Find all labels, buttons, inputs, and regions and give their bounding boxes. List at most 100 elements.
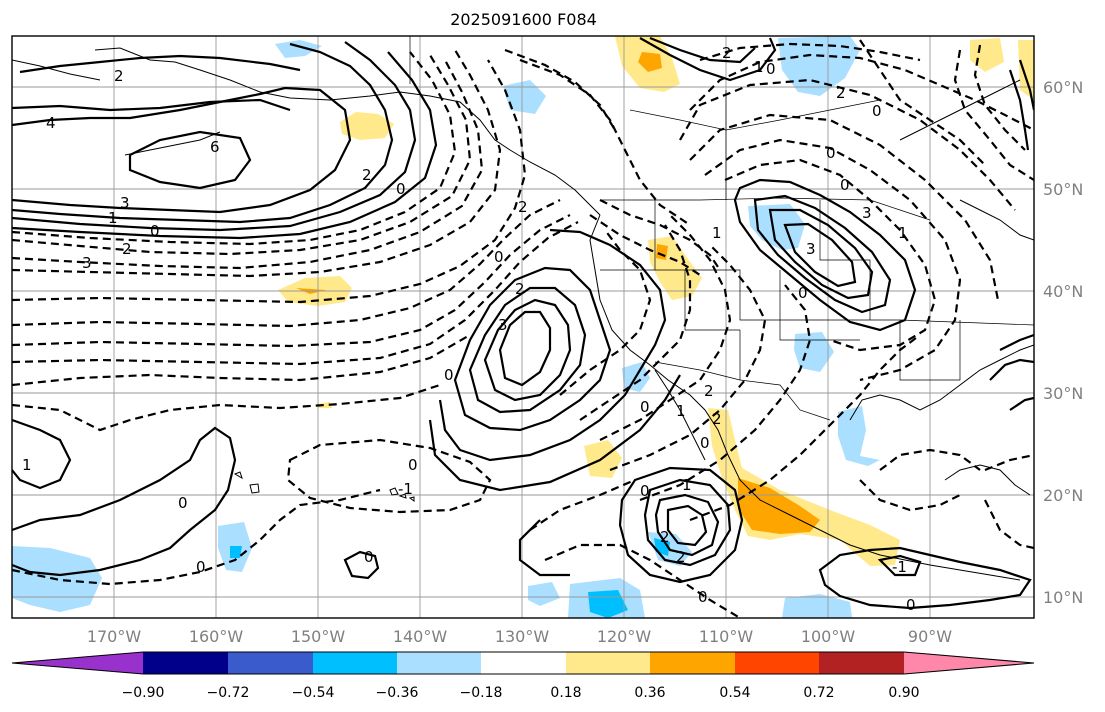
- colorbar: [11, 651, 1035, 675]
- contour-label: 1: [676, 402, 686, 420]
- map-area: [12, 36, 1034, 618]
- shade-blue-3: [503, 80, 546, 114]
- colorbar-tick-label: 0.72: [803, 685, 834, 701]
- contour-label: 0: [640, 398, 650, 416]
- contour-label: 2: [722, 44, 732, 62]
- lon-label: 160°W: [189, 627, 244, 646]
- contour-label: 2: [515, 280, 525, 298]
- colorbar-tick-label: 0.18: [550, 685, 581, 701]
- plot-title: 2025091600 F084: [450, 10, 597, 29]
- contour-label: 0: [872, 102, 882, 120]
- colorbar-tick-label: 0.54: [719, 685, 750, 701]
- lon-label: 170°W: [87, 627, 142, 646]
- contour-label: 3: [806, 240, 816, 258]
- colorbar-tick-label: −0.36: [376, 685, 419, 701]
- contour-label: 2: [676, 548, 686, 566]
- shade-blue-2: [778, 36, 860, 96]
- colorbar-segment: [650, 652, 735, 674]
- shade-orange-1: [638, 52, 662, 72]
- contour-label: -1: [892, 558, 907, 576]
- contour-label: 3: [120, 194, 130, 212]
- contour-label: 1: [898, 224, 908, 242]
- colorbar-tick-label: −0.72: [207, 685, 250, 701]
- contour-label: 2: [114, 67, 124, 85]
- contour-label: 0: [396, 180, 406, 198]
- lat-label: 10°N: [1043, 588, 1083, 607]
- shade-yellow-2: [970, 38, 1004, 72]
- contour-label: 0: [840, 176, 850, 194]
- contour-label: 6: [210, 138, 220, 156]
- contour-label: 4: [46, 114, 56, 132]
- contour-label: 0: [178, 494, 188, 512]
- shade-orange-2: [656, 244, 668, 260]
- colorbar-segment: [143, 652, 228, 674]
- contour-label: 1: [682, 476, 692, 494]
- colorbar-tick-label: −0.18: [460, 685, 503, 701]
- contour-label: -1: [398, 480, 413, 498]
- contour-label: 3: [862, 204, 872, 222]
- contour-labels: 2 4 6 2 0 3 1 0 2 3 2 0 2 3 0 2 1 0 2 0 …: [22, 44, 916, 614]
- contour-label: 1: [712, 224, 722, 242]
- colorbar-segment: [481, 652, 566, 674]
- colorbar-ticks: −0.90 −0.72 −0.54 −0.36 −0.18 0.18 0.36 …: [122, 685, 920, 701]
- longitude-labels: 170°W 160°W 150°W 140°W 130°W 120°W 110°…: [87, 627, 952, 646]
- lat-label: 60°N: [1043, 78, 1083, 97]
- lon-label: 110°W: [699, 627, 754, 646]
- colorbar-segment: [397, 652, 481, 674]
- contour-label: 2: [712, 410, 722, 428]
- contour-label: 0: [906, 596, 916, 614]
- map-layers: 2 4 6 2 0 3 1 0 2 3 2 0 2 3 0 2 1 0 2 0 …: [12, 36, 1034, 618]
- colorbar-segment: [313, 652, 397, 674]
- contour-label: 3: [82, 254, 92, 272]
- colorbar-segment: [735, 652, 819, 674]
- lat-label: 20°N: [1043, 486, 1083, 505]
- contour-label: 0: [364, 548, 374, 566]
- colorbar-segment: [228, 652, 313, 674]
- shade-blue-15: [528, 582, 560, 606]
- contour-label: 2: [518, 198, 528, 216]
- contour-label: 2: [362, 166, 372, 184]
- contour-label: 1: [22, 456, 32, 474]
- colorbar-outline: [11, 651, 1035, 675]
- contour-label: 0: [408, 456, 418, 474]
- colorbar-segment: [819, 652, 904, 674]
- contour-lines: [12, 36, 1034, 618]
- contour-label: 0: [150, 222, 160, 240]
- lon-label: 140°W: [393, 627, 448, 646]
- lon-label: 90°W: [908, 627, 952, 646]
- shade-blue-16: [782, 594, 852, 618]
- colorbar-tick-label: 0.36: [634, 685, 665, 701]
- contour-label: 0: [196, 558, 206, 576]
- shade-yellow-4: [340, 112, 394, 140]
- shade-blue-5: [794, 332, 834, 372]
- contour-label: 0: [700, 434, 710, 452]
- latitude-labels: 60°N 50°N 40°N 30°N 20°N 10°N: [1043, 78, 1083, 607]
- shade-blue-9: [230, 546, 242, 558]
- contour-label: 0: [798, 284, 808, 302]
- colorbar-tick-label: −0.90: [122, 685, 165, 701]
- lat-label: 30°N: [1043, 384, 1083, 403]
- lon-label: 120°W: [597, 627, 652, 646]
- contour-label: 1: [754, 58, 764, 76]
- contour-label: 0: [766, 60, 776, 78]
- colorbar-segment: [12, 652, 143, 674]
- lon-label: 130°W: [495, 627, 550, 646]
- shade-yellow-3: [1018, 40, 1034, 100]
- map-border: [11, 35, 1035, 619]
- colorbar-segment: [566, 652, 650, 674]
- contour-label: 3: [498, 316, 508, 334]
- lat-label: 40°N: [1043, 282, 1083, 301]
- contour-label: 2: [704, 382, 714, 400]
- colorbar-tick-label: 0.90: [888, 685, 919, 701]
- contour-label: 1: [108, 209, 118, 227]
- contour-label: 2: [836, 84, 846, 102]
- shade-blue-1: [275, 40, 322, 58]
- shade-blue-7: [838, 406, 880, 466]
- contour-label: 2: [660, 528, 670, 546]
- lon-label: 100°W: [801, 627, 856, 646]
- contour-label: 0: [698, 588, 708, 606]
- graticule: [12, 36, 1034, 618]
- contour-label: 0: [826, 144, 836, 162]
- lon-label: 150°W: [291, 627, 346, 646]
